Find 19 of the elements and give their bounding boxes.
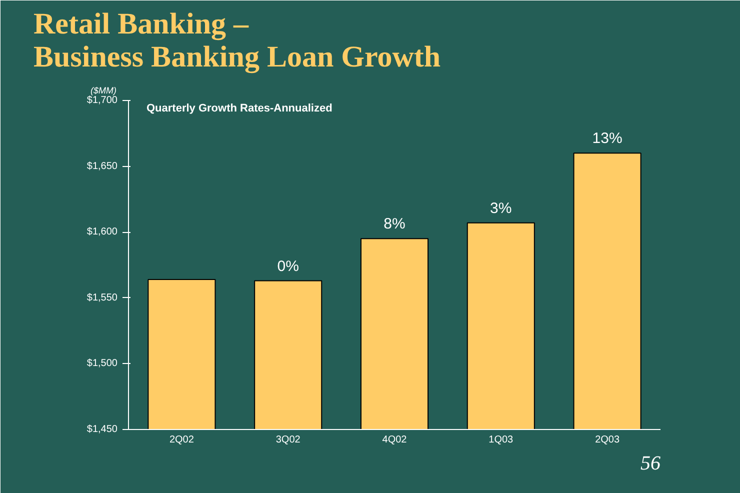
annotation: Quarterly Growth Rates-Annualized [146, 102, 332, 114]
x-tick-label: 2Q03 [595, 434, 620, 446]
x-tick-label: 4Q02 [382, 434, 408, 446]
annotation: 8% [384, 216, 406, 233]
y-axis-title: ($MM) [90, 86, 116, 96]
annotation: 3% [490, 200, 512, 217]
y-tick-label: $1,650 [86, 160, 118, 172]
y-tick-label: $1,550 [86, 292, 118, 304]
y-tick-label: $1,700 [86, 95, 118, 106]
x-tick-label: 1Q03 [488, 434, 514, 446]
y-tick-label: $1,500 [86, 358, 118, 370]
annotation: 0% [277, 258, 299, 275]
chart-title: Retail Banking – Business Banking Loan Growth [34, 8, 441, 74]
y-tick-label: $1,600 [86, 226, 118, 238]
x-tick-label: 2Q02 [169, 434, 194, 446]
x-tick-label: 3Q02 [276, 434, 301, 446]
text: 56 [640, 452, 660, 474]
annotation: 13% [592, 130, 622, 148]
y-tick-label: $1,450 [86, 424, 118, 435]
